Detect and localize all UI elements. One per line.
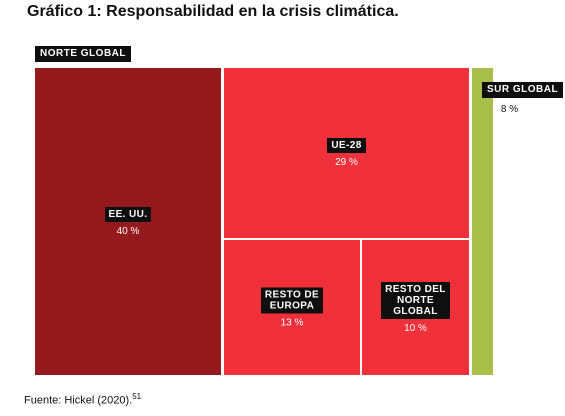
tile-eu28: UE-28 29 % — [224, 68, 469, 238]
tile-rest-of-global-north-label: RESTO DEL NORTE GLOBAL — [381, 281, 450, 319]
tile-usa: EE. UU. 40 % — [35, 68, 221, 375]
source-text: Fuente: Hickel (2020). — [24, 394, 133, 407]
tile-usa-value: 40 % — [116, 225, 140, 237]
tile-eu28-label: UE-28 — [327, 138, 366, 153]
source-note: Fuente: Hickel (2020).51 — [24, 392, 141, 407]
tile-eu28-value: 29 % — [335, 157, 358, 168]
tile-usa-label: EE. UU. — [104, 206, 152, 222]
tile-rest-of-europe: RESTO DE EUROPA 13 % — [224, 240, 360, 375]
chart-title: Gráfico 1: Responsabilidad en la crisis … — [27, 3, 399, 20]
tile-rest-of-europe-value: 13 % — [280, 317, 304, 328]
tile-global-south — [472, 68, 493, 375]
source-footnote-ref: 51 — [132, 392, 142, 401]
tile-rest-of-global-north-value: 10 % — [404, 322, 427, 334]
group-label-south: SUR GLOBAL — [482, 82, 564, 98]
tile-rest-of-global-north: RESTO DEL NORTE GLOBAL 10 % — [362, 240, 469, 375]
group-label-north: NORTE GLOBAL — [35, 46, 131, 62]
tile-rest-of-europe-label: RESTO DE EUROPA — [260, 287, 324, 313]
tile-global-south-value: 8 % — [500, 104, 519, 115]
